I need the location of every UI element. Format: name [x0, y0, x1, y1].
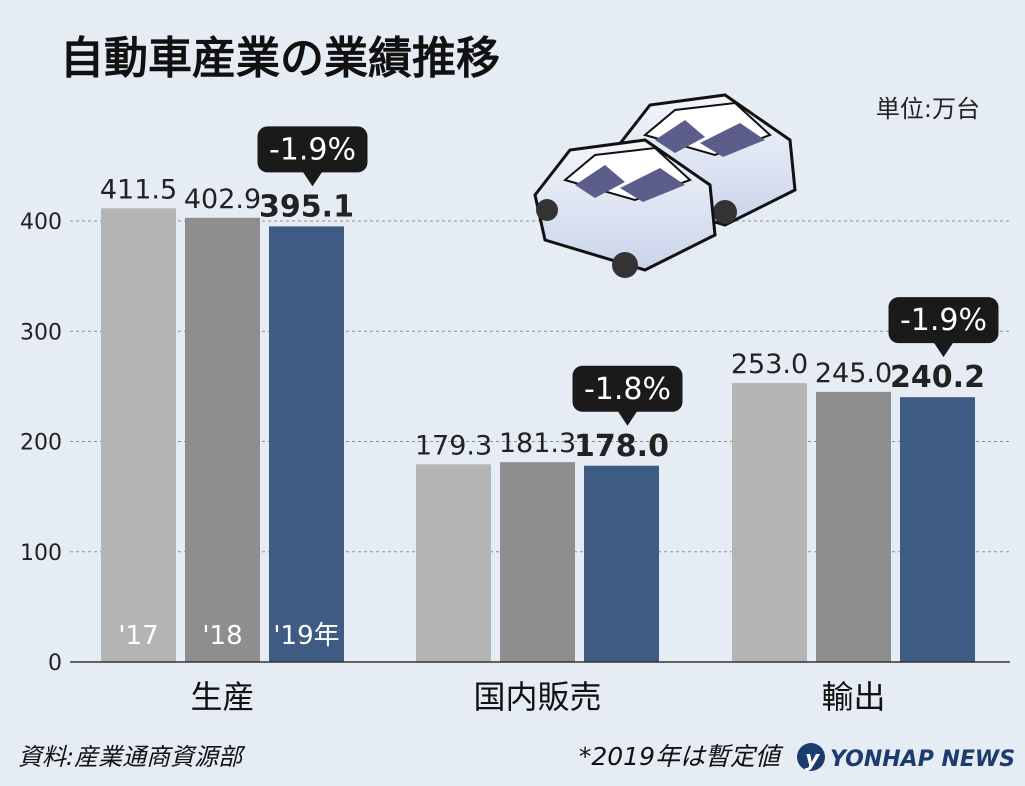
bar-0-1 [185, 217, 260, 663]
callout-text: -1.8% [584, 372, 671, 407]
change-callout: -1.8% [572, 365, 683, 426]
category-label: 輸出 [821, 678, 885, 716]
unit-label: 単位:万台 [876, 95, 980, 123]
value-label: 179.3 [415, 430, 492, 461]
callout-box [257, 126, 368, 173]
bar-1-1 [500, 462, 575, 662]
car-illustration [533, 93, 797, 278]
yonhap-logo-icon [797, 743, 825, 771]
category-label: 国内販売 [473, 678, 601, 716]
y-tick-label: 200 [20, 431, 62, 456]
yonhap-logo: y YONHAP NEWS [797, 743, 1015, 772]
value-label: 253.0 [731, 349, 808, 380]
bar-1-0 [416, 464, 491, 662]
series-label: '18 [202, 621, 242, 651]
yonhap-logo-mark: y [805, 747, 821, 772]
callout-box [572, 365, 683, 412]
bar-2-2 [900, 397, 975, 662]
chart-title: 自動車産業の業績推移 [60, 33, 500, 84]
callout-box [888, 297, 999, 344]
callout-text: -1.9% [269, 132, 356, 167]
callout-pointer [617, 410, 638, 426]
category-label: 生産 [190, 678, 254, 716]
series-labels: '17 '18 '19年 [118, 621, 339, 651]
bar-0-2 [269, 226, 344, 662]
car-icon-front [533, 138, 717, 278]
bars [101, 208, 975, 663]
change-callouts: -1.9% -1.8% -1.9% [257, 126, 999, 426]
change-callout: -1.9% [888, 297, 999, 358]
y-tick-label: 100 [20, 541, 62, 566]
y-tick-label: 400 [20, 210, 62, 235]
y-tick-label: 0 [48, 651, 62, 676]
note-text: *2019年は暫定値 [579, 742, 784, 771]
series-label: '17 [118, 621, 158, 651]
series-label: '19年 [273, 621, 339, 651]
value-label: 245.0 [815, 358, 892, 389]
value-label: 240.2 [890, 360, 985, 395]
source-text: 資料:産業通商資源部 [18, 743, 246, 771]
value-label: 178.0 [574, 429, 669, 464]
change-callout: -1.9% [257, 126, 368, 187]
bar-2-1 [816, 391, 891, 662]
y-axis: 0 100 200 300 400 [20, 210, 62, 676]
value-label: 411.5 [100, 174, 177, 205]
logo-text: YONHAP NEWS [830, 747, 1015, 772]
category-labels: 生産 国内販売 輸出 [190, 678, 885, 716]
callout-pointer [302, 171, 323, 187]
bar-0-0 [101, 208, 176, 663]
callout-text: -1.9% [900, 303, 987, 338]
bar-2-0 [732, 383, 807, 662]
value-label: 402.9 [184, 184, 261, 215]
y-tick-label: 300 [20, 320, 62, 345]
bar-1-2 [584, 465, 659, 662]
callout-pointer [933, 342, 954, 358]
value-label: 181.3 [499, 428, 576, 459]
value-label: 395.1 [259, 189, 354, 224]
